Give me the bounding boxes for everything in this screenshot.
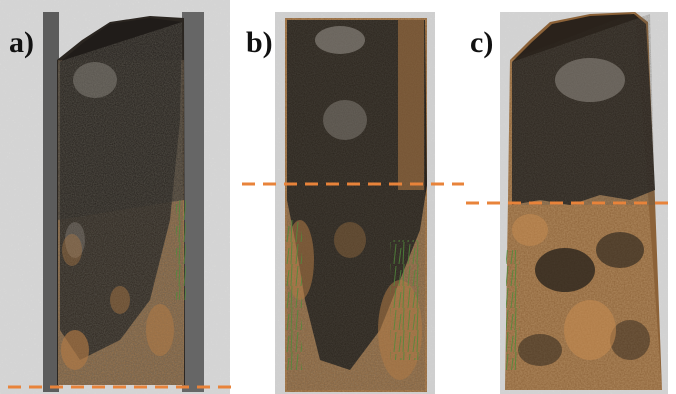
panel-label-b: b): [246, 26, 273, 59]
panel-label-c: c): [470, 26, 494, 59]
panel-label-a: a): [9, 26, 34, 59]
panel-c-photo: [464, 0, 676, 394]
panel-a-photo: [0, 0, 236, 394]
panel-b-photo: [242, 0, 468, 394]
